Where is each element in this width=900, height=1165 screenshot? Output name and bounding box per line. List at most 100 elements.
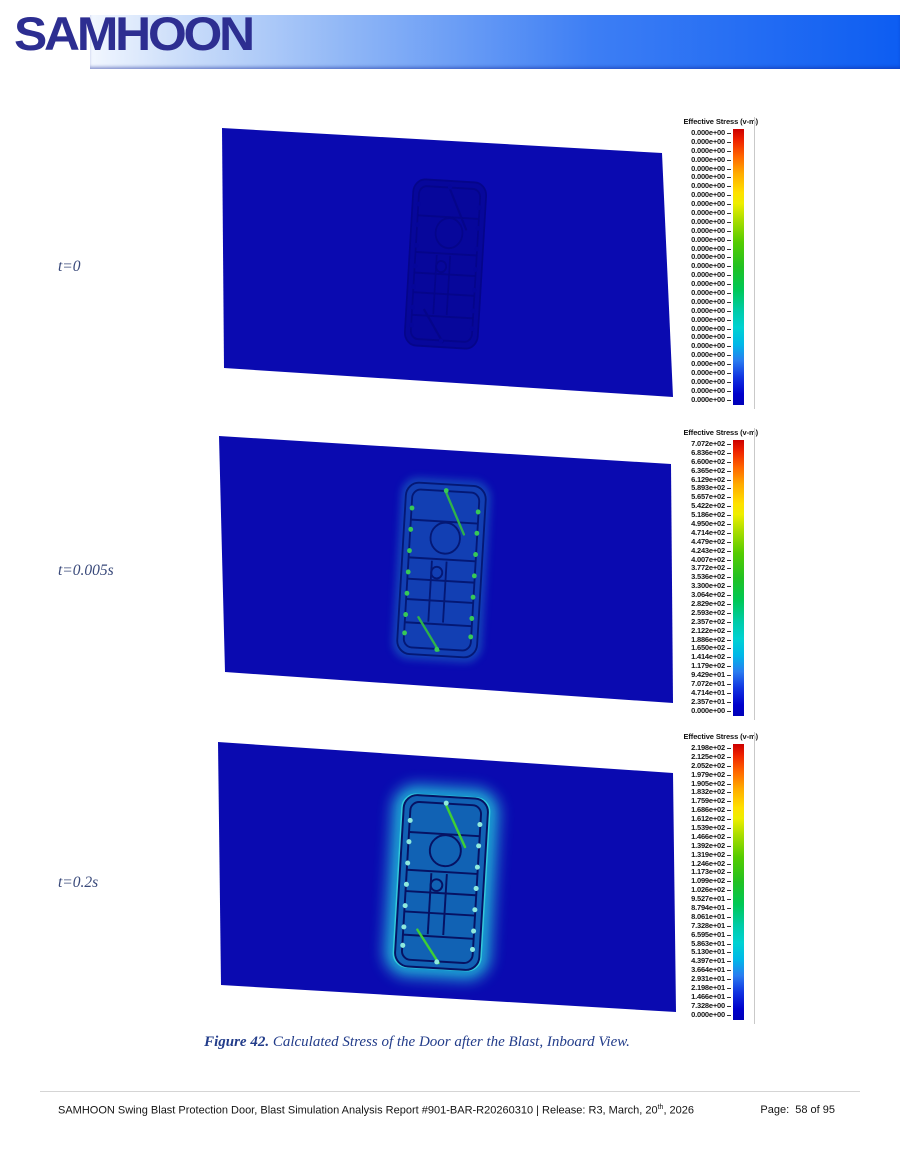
legend-row: 0.000e+00 [646,333,744,342]
legend-title: Effective Stress (v-m) [683,428,759,437]
legend-value: 7.328e+00 [691,1000,725,1010]
legend-row: 4.243e+02 [646,546,744,556]
legend-tick [727,774,731,776]
legend-value: 0.000e+00 [691,332,725,342]
page-footer: SAMHOON Swing Blast Protection Door, Bla… [58,1104,860,1117]
legend-row: 3.064e+02 [646,590,744,600]
legend-row: 3.536e+02 [646,572,744,582]
legend-value: 0.000e+00 [691,225,725,235]
legend-value: 1.026e+02 [691,885,725,895]
legend-row: 0.000e+00 [646,296,744,307]
legend-row: 0.000e+00 [646,146,744,156]
legend-tick [727,150,731,152]
legend-value: 2.052e+02 [691,760,725,770]
legend-tick [727,827,731,829]
legend-value: 7.328e+01 [691,920,725,930]
legend-title: Effective Stress (v-m) [683,732,759,741]
legend-value: 6.836e+02 [691,447,725,457]
legend-row: 1.650e+02 [646,644,744,653]
legend-row: 1.759e+02 [646,796,744,806]
legend-row: 0.000e+00 [646,163,744,174]
legend-value: 0.000e+00 [691,243,725,253]
legend-value: 0.000e+00 [691,270,725,280]
figure-caption-text: Calculated Stress of the Door after the … [269,1034,630,1050]
legend-row: 9.527e+01 [646,894,744,904]
legend-value: 3.536e+02 [691,572,725,582]
legend-tick [727,230,731,232]
legend-value: 0.000e+00 [691,1009,725,1019]
legend-value: 1.246e+02 [691,858,725,868]
legend-tick [727,186,731,188]
image-edge-line [754,732,755,1024]
legend-tick [727,550,731,552]
legend-value: 8.794e+01 [691,903,725,913]
legend-tick [727,390,731,392]
legend-value: 2.357e+01 [691,696,725,706]
legend-row: 8.061e+01 [646,911,744,922]
legend-value: 8.061e+01 [691,911,725,921]
legend-row: 2.122e+02 [646,626,744,636]
legend-row: 1.026e+02 [646,885,744,895]
legend-tick [727,970,731,972]
image-edge-line [754,117,755,409]
legend-value: 0.000e+00 [691,190,725,200]
legend-tick [727,159,731,161]
legend-tick [727,810,731,812]
legend-value: 0.000e+00 [691,376,725,386]
legend-tick [727,337,731,339]
legend-tick [727,577,731,579]
legend-value: 0.000e+00 [691,341,725,351]
legend-tick [727,1005,731,1007]
legend-row: 0.000e+00 [646,359,744,369]
legend-tick [727,559,731,561]
legend-row: 2.198e+02 [646,743,744,753]
legend-value: 1.179e+02 [691,661,725,671]
legend-tick [727,612,731,614]
legend-value: 0.000e+00 [691,279,725,289]
legend-tick [727,470,731,472]
legend-value: 0.000e+00 [691,394,725,404]
legend-tick [727,488,731,490]
legend-value: 0.000e+00 [691,163,725,173]
legend-tick [727,346,731,348]
legend-title: Effective Stress (v-m) [683,117,759,126]
samhoon-logo: SAMHOON [14,7,255,60]
legend-row: 7.328e+00 [646,1000,744,1011]
image-edge-line [754,428,755,720]
legend-tick [727,666,731,668]
legend-value: 0.000e+00 [691,199,725,209]
legend-tick [727,141,731,143]
legend-value: 7.072e+02 [691,439,725,448]
legend-value: 1.905e+02 [691,778,725,788]
legend-value: 0.000e+00 [691,296,725,306]
legend-value: 5.893e+02 [691,483,725,493]
legend-tick [727,212,731,214]
legend-tick [727,952,731,954]
legend-tick [727,792,731,794]
legend-row: 4.397e+01 [646,956,744,966]
legend-row: 1.246e+02 [646,858,744,869]
legend-row: 1.905e+02 [646,778,744,789]
legend-value: 0.000e+00 [691,705,725,715]
legend-row: 1.686e+02 [646,805,744,815]
legend-tick [727,925,731,927]
legend-row: 1.099e+02 [646,876,744,886]
legend-value: 0.000e+00 [691,305,725,315]
legend-row: 8.794e+01 [646,903,744,913]
legend-row: 4.714e+02 [646,528,744,538]
legend-value: 0.000e+00 [691,128,725,137]
legend-tick [727,195,731,197]
legend-row: 0.000e+00 [646,128,744,138]
simulation-panel-t02 [218,742,676,1012]
footer-divider [40,1091,860,1092]
legend-value: 0.000e+00 [691,252,725,262]
legend-row: 0.000e+00 [646,376,744,387]
legend-row: 0.000e+00 [646,305,744,316]
legend-row: 0.000e+00 [646,341,744,351]
legend-tick [727,275,731,277]
legend-tick [727,221,731,223]
legend-row: 4.714e+01 [646,688,744,698]
stress-legend-t02: Effective Stress (v-m) 2.198e+02 2.125e+… [646,732,758,1020]
legend-tick [727,310,731,312]
legend-tick [727,801,731,803]
